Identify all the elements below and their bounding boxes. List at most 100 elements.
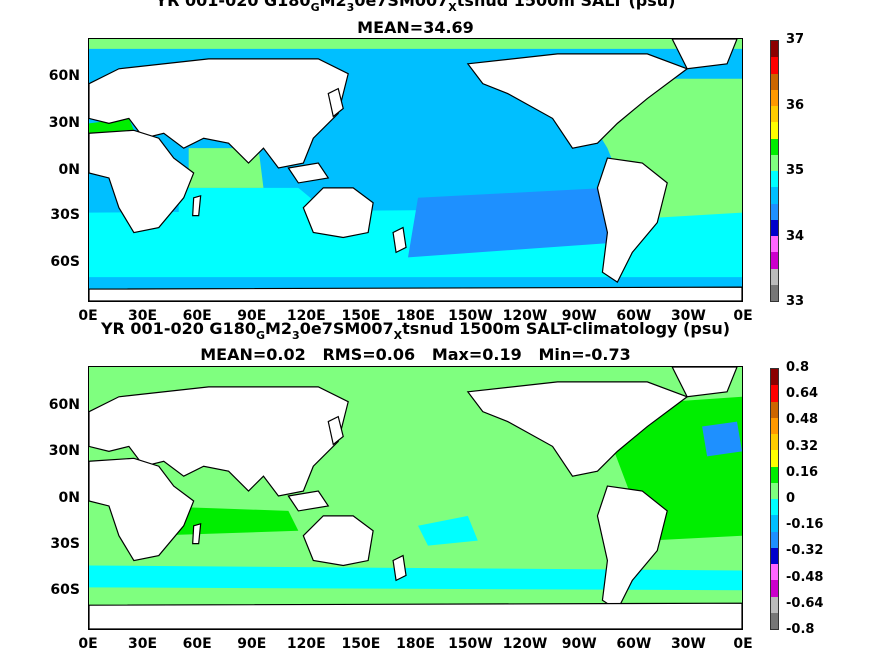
- panel1-colorbar-swatch-11: [771, 106, 778, 123]
- panel2-lon-label-11: 30W: [670, 636, 706, 652]
- panel1-south-pacific-patch: [408, 187, 618, 258]
- panel2-mediterranean-anomaly: [702, 421, 742, 457]
- panel2-colorbar-swatch-2: [771, 580, 778, 597]
- panel2-colorbar-label-2: -0.48: [786, 569, 824, 585]
- panel1-colorbar: [770, 40, 779, 302]
- panel1-land: [89, 39, 742, 301]
- panel1-lon-label-6: 180E: [396, 308, 435, 324]
- panel2-colorbar-label-10: 0.8: [786, 360, 810, 375]
- panel1-colorbar-swatch-3: [771, 236, 778, 253]
- land-antarctica: [89, 602, 742, 629]
- land-japan: [327, 87, 344, 118]
- panel2-lat-label-30s: 30S: [50, 536, 80, 552]
- panel2-lon-label-3: 90E: [237, 636, 267, 652]
- panel1-colorbar-label-4: 37: [786, 32, 805, 47]
- panel1-arctic-strip: [89, 39, 742, 49]
- panel2-colorbar-swatch-3: [771, 564, 778, 581]
- panel1-colorbar-swatch-12: [771, 89, 778, 106]
- panel2-pacific-patch: [417, 515, 478, 546]
- panel1-colorbar-swatch-7: [771, 171, 778, 188]
- panel1-map-canvas: [89, 39, 742, 301]
- panel1-lon-label-0: 0E: [78, 308, 98, 324]
- panel1-subtitle: MEAN=34.69: [357, 18, 474, 37]
- panel2-colorbar-swatch-12: [771, 417, 778, 434]
- panel2-colorbar-swatch-13: [771, 401, 778, 418]
- panel1-colorbar-swatch-4: [771, 219, 778, 236]
- panel1-lon-label-10: 60W: [616, 308, 652, 324]
- panel2-colorbar-swatch-7: [771, 499, 778, 516]
- panel1-colorbar-label-2: 35: [786, 163, 805, 178]
- panel1-lat-label-60n: 60N: [48, 68, 80, 84]
- panel1-lon-label-1: 30E: [128, 308, 158, 324]
- panel2-lat-label-0n: 0N: [58, 490, 80, 506]
- land-australia: [302, 187, 374, 239]
- panel2-colorbar-swatch-1: [771, 596, 778, 613]
- panel2-lon-label-4: 120E: [286, 636, 326, 652]
- panel1-lat-label-60s: 60S: [50, 254, 80, 270]
- panel2-colorbar-label-0: -0.8: [786, 622, 815, 637]
- land-madagascar: [192, 194, 202, 217]
- panel1-colorbar-label-3: 36: [786, 97, 805, 113]
- panel2-lon-label-8: 120W: [502, 636, 548, 652]
- land-south-america: [596, 157, 668, 284]
- panel2-lon-label-10: 60W: [616, 636, 652, 652]
- panel1-salinity-map: [88, 38, 743, 302]
- panel2-title: YR 001-020 G180GM230e7SM007Xtsnud 1500m …: [100, 319, 731, 342]
- panel2-lat-label-60n: 60N: [48, 397, 80, 413]
- land-africa: [89, 129, 195, 234]
- panel2-colorbar-swatch-6: [771, 515, 778, 532]
- land-africa: [89, 457, 195, 562]
- land-indonesia: [287, 162, 330, 184]
- land-indonesia: [287, 490, 330, 512]
- panel2-colorbar-swatch-0: [771, 612, 778, 629]
- panel2-colorbar-label-3: -0.32: [786, 543, 824, 559]
- land-japan: [327, 415, 344, 446]
- panel1-indian-ocean-band: [178, 187, 329, 218]
- panel1-colorbar-swatch-1: [771, 268, 778, 285]
- panel1-colorbar-swatch-8: [771, 154, 778, 171]
- panel2-anomaly-map: [88, 366, 743, 630]
- panel2-southern-ocean-band: [89, 565, 742, 591]
- panel1-colorbar-swatch-9: [771, 138, 778, 155]
- panel1-colorbar-swatch-14: [771, 57, 778, 74]
- panel2-colorbar-label-1: -0.64: [786, 595, 824, 611]
- panel2-lon-label-9: 90W: [561, 636, 597, 652]
- panel1-colorbar-label-0: 33: [786, 294, 805, 309]
- panel2-lon-label-2: 60E: [182, 636, 212, 652]
- panel2-colorbar-swatch-15: [771, 369, 778, 386]
- land-eurasia: [89, 386, 349, 497]
- panel2-colorbar: [770, 368, 779, 630]
- panel2-colorbar-label-6: 0.16: [786, 464, 819, 480]
- panel1-lon-label-9: 90W: [561, 308, 597, 324]
- panel2-map-canvas: [89, 367, 742, 629]
- panel2-colorbar-swatch-8: [771, 482, 778, 499]
- panel2-colorbar-swatch-11: [771, 434, 778, 451]
- panel2-lon-label-1: 30E: [128, 636, 158, 652]
- panel2-colorbar-swatch-14: [771, 385, 778, 402]
- panel2-colorbar-swatch-5: [771, 531, 778, 548]
- land-new-zealand: [392, 226, 407, 254]
- panel2-lon-label-0: 0E: [78, 636, 98, 652]
- panel1-lat-label-30s: 30S: [50, 207, 80, 223]
- panel2-lat-label-30n: 30N: [48, 443, 80, 459]
- panel1-colorbar-swatch-6: [771, 187, 778, 204]
- panel1-colorbar-swatch-10: [771, 122, 778, 139]
- panel1-lon-label-2: 60E: [182, 308, 212, 324]
- panel2-lon-label-12: 0E: [733, 636, 753, 652]
- panel1-title: YR 001-020 G180GM230e7SM007Xtsnud 1500m …: [155, 0, 676, 14]
- land-north-america: [466, 381, 689, 477]
- panel2-lon-label-6: 180E: [396, 636, 435, 652]
- land-greenland: [671, 39, 738, 70]
- panel2-lon-label-5: 150E: [341, 636, 381, 652]
- panel2-colorbar-swatch-10: [771, 450, 778, 467]
- panel1-lon-label-8: 120W: [502, 308, 548, 324]
- panel2-colorbar-label-7: 0.32: [786, 438, 819, 454]
- panel1-lat-label-30n: 30N: [48, 115, 80, 131]
- panel1-lon-label-5: 150E: [341, 308, 381, 324]
- panel2-colorbar-label-9: 0.64: [786, 386, 819, 402]
- panel2-colorbar-swatch-9: [771, 466, 778, 483]
- land-antarctica: [89, 286, 742, 301]
- panel1-colorbar-swatch-2: [771, 252, 778, 269]
- panel2-lon-label-7: 150W: [448, 636, 493, 652]
- panel2-land: [89, 367, 742, 629]
